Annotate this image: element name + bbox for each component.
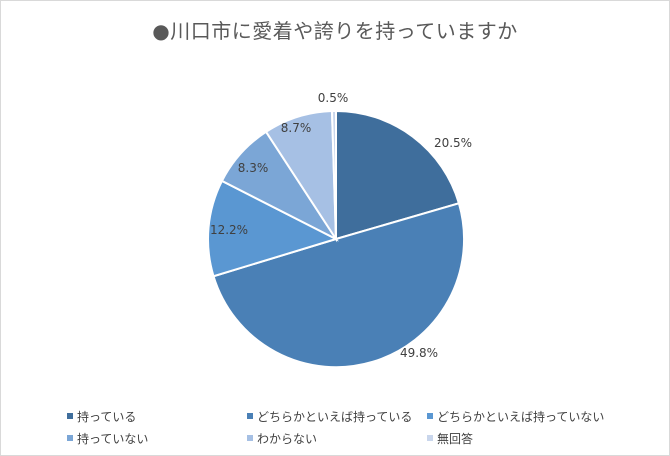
legend-swatch xyxy=(427,413,433,419)
pie-slice xyxy=(207,179,339,278)
pie-slice xyxy=(330,109,337,240)
legend-swatch xyxy=(247,413,253,419)
legend-item: 持っている xyxy=(67,408,247,425)
legend-label: 持っている xyxy=(77,409,137,424)
legend-swatch xyxy=(67,413,73,419)
legend-swatch xyxy=(427,435,433,441)
pie-chart: 20.5% 49.8% 12.2% 8.3% 8.7% 0.5% xyxy=(207,91,472,369)
legend: 持っている どちらかといえば持っている どちらかといえば持っていない 持っていない わ… xyxy=(67,405,647,449)
legend-label: どちらかといえば持っていない xyxy=(437,409,605,424)
data-label: 12.2% xyxy=(210,223,248,237)
chart-title: ●川口市に愛着や誇りを持っていますか xyxy=(152,19,518,43)
legend-item: わからない xyxy=(247,430,427,447)
legend-row: 持っていない わからない 無回答 xyxy=(67,427,647,449)
legend-item: 持っていない xyxy=(67,430,247,447)
pie-slice xyxy=(212,202,466,369)
legend-label: 持っていない xyxy=(77,431,149,446)
legend-swatch xyxy=(247,435,253,441)
pie-slice xyxy=(335,109,461,241)
legend-label: 無回答 xyxy=(437,431,474,446)
legend-item: どちらかといえば持っていない xyxy=(427,408,607,425)
legend-item: 無回答 xyxy=(427,430,607,447)
legend-swatch xyxy=(67,435,73,441)
legend-row: 持っている どちらかといえば持っている どちらかといえば持っていない xyxy=(67,405,647,427)
legend-label: どちらかといえば持っている xyxy=(257,409,413,424)
legend-label: わからない xyxy=(257,431,318,446)
data-label: 8.3% xyxy=(238,161,269,175)
data-label: 0.5% xyxy=(318,91,349,105)
legend-item: どちらかといえば持っている xyxy=(247,408,427,425)
data-label: 8.7% xyxy=(281,121,312,135)
data-label: 20.5% xyxy=(434,136,472,150)
data-label: 49.8% xyxy=(400,346,438,360)
